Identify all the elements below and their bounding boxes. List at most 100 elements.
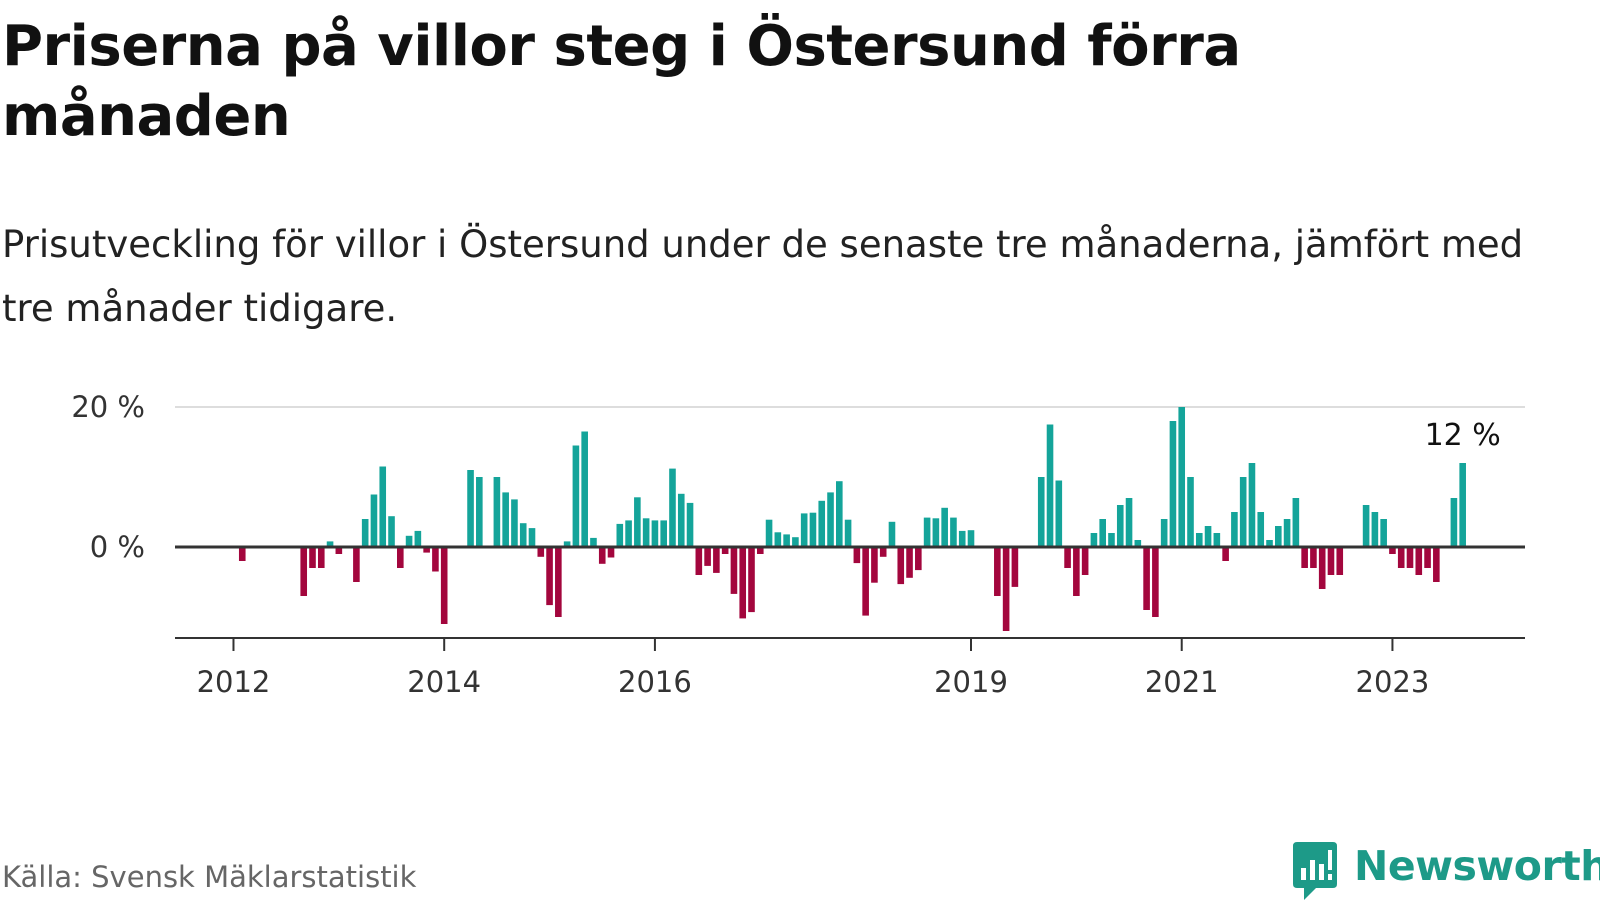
chart-title: Priserna på villor steg i Östersund förr… [2, 14, 1241, 149]
bar [1362, 505, 1370, 547]
bar [616, 523, 624, 547]
bar [1160, 519, 1168, 547]
bar [555, 547, 562, 617]
bar [792, 537, 799, 547]
bar [1380, 519, 1387, 547]
bar [660, 520, 667, 547]
bar [1336, 547, 1344, 575]
bar [1090, 533, 1098, 547]
bar [844, 519, 852, 547]
bar [1397, 547, 1405, 568]
bar [888, 521, 896, 547]
bar [1178, 407, 1186, 547]
bar [1301, 547, 1308, 568]
x-tick-label: 2014 [407, 665, 481, 699]
bar [695, 547, 703, 575]
bar [1099, 519, 1106, 547]
bar [414, 530, 422, 547]
bar [704, 547, 711, 566]
bar [607, 547, 615, 558]
bar [502, 492, 509, 547]
bar [721, 547, 729, 554]
x-tick-label: 2021 [1145, 665, 1219, 699]
bar [1371, 512, 1379, 547]
brand-name: Newsworthy [1354, 842, 1600, 890]
bar [836, 481, 843, 547]
bar [440, 547, 448, 624]
bar [1152, 547, 1159, 617]
bar [906, 547, 913, 578]
bar [1450, 498, 1458, 547]
bar [1002, 547, 1010, 631]
bar [1187, 477, 1194, 547]
bar [1037, 477, 1045, 547]
bar [572, 445, 580, 547]
bar [405, 535, 413, 547]
bar [335, 547, 343, 554]
bar [361, 519, 369, 547]
bar [897, 547, 905, 585]
bar [1257, 512, 1265, 547]
bar [1222, 547, 1229, 561]
last-value-label: 12 % [1425, 418, 1501, 453]
bar [432, 547, 439, 572]
bar [519, 523, 527, 547]
bar [958, 530, 966, 547]
bar [967, 530, 975, 547]
bar [1204, 526, 1212, 547]
bar [642, 518, 650, 547]
newsworthy-logo[interactable]: Newsworthy [1290, 842, 1600, 906]
x-tick-label: 2023 [1356, 665, 1430, 699]
bar [1239, 477, 1247, 547]
bar [1415, 547, 1423, 575]
bar [397, 547, 404, 568]
bar [1231, 512, 1238, 547]
bar [800, 513, 808, 547]
bar [388, 516, 395, 547]
bar [1424, 547, 1431, 568]
bar [1143, 547, 1150, 610]
bar [748, 547, 755, 613]
bar [493, 477, 501, 547]
bar [546, 547, 553, 606]
bar [317, 547, 325, 568]
bar [713, 547, 720, 573]
bar [598, 547, 606, 564]
bar [1134, 540, 1142, 547]
bar [739, 547, 747, 619]
bar [476, 477, 483, 547]
bar [1266, 540, 1273, 547]
bar [1055, 480, 1063, 547]
bar [1125, 498, 1133, 547]
y-tick-label: 20 % [71, 390, 145, 424]
source-note: Källa: Svensk Mäklarstatistik [2, 860, 417, 894]
bar [765, 519, 773, 547]
bar [537, 547, 545, 557]
bar [326, 541, 334, 547]
bar [581, 431, 588, 547]
bar [1459, 463, 1466, 547]
x-tick-label: 2012 [197, 665, 271, 699]
bar [353, 547, 360, 582]
bar [774, 532, 782, 547]
bar [634, 497, 641, 547]
bar [879, 547, 887, 557]
bar [783, 534, 790, 547]
bar [563, 541, 571, 547]
x-tick-label: 2019 [934, 665, 1008, 699]
bar [590, 537, 597, 547]
bar [528, 528, 536, 547]
axes [175, 545, 1525, 651]
bar [827, 492, 834, 547]
labels: 20 % 0 % 2012 2014 2016 2019 2021 2023 12 % [71, 390, 1500, 699]
bar [730, 547, 738, 594]
bar [1213, 533, 1221, 547]
bar [1327, 547, 1335, 575]
bar [625, 520, 632, 547]
bar [1433, 547, 1440, 582]
bar [651, 520, 659, 547]
bar [1108, 533, 1115, 547]
bar [467, 470, 474, 547]
newsworthy-icon [1293, 842, 1337, 900]
bar [1081, 547, 1089, 575]
